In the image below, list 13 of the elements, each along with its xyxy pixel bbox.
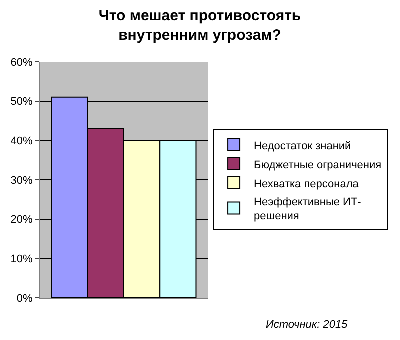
legend-label: Неэффективные ИТ- решения <box>254 196 362 223</box>
chart-title: Что мешает противостоять внутренним угрозам? <box>98 7 302 44</box>
y-tick-label: 40% <box>10 136 34 148</box>
legend-label: Недостаток знаний <box>254 140 352 152</box>
y-tick-label: 0% <box>16 292 34 305</box>
y-tick-label: 20% <box>10 214 34 226</box>
legend-label: Нехватка персонала <box>254 178 360 190</box>
y-tick-label: 10% <box>10 254 34 266</box>
y-tick-label: 50% <box>10 96 34 108</box>
text: Источник: 2015 <box>266 319 349 331</box>
y-tick-label: 30% <box>10 174 34 187</box>
y-tick-label: 60% <box>10 56 34 69</box>
legend-label: Бюджетные ограничения <box>254 159 382 172</box>
